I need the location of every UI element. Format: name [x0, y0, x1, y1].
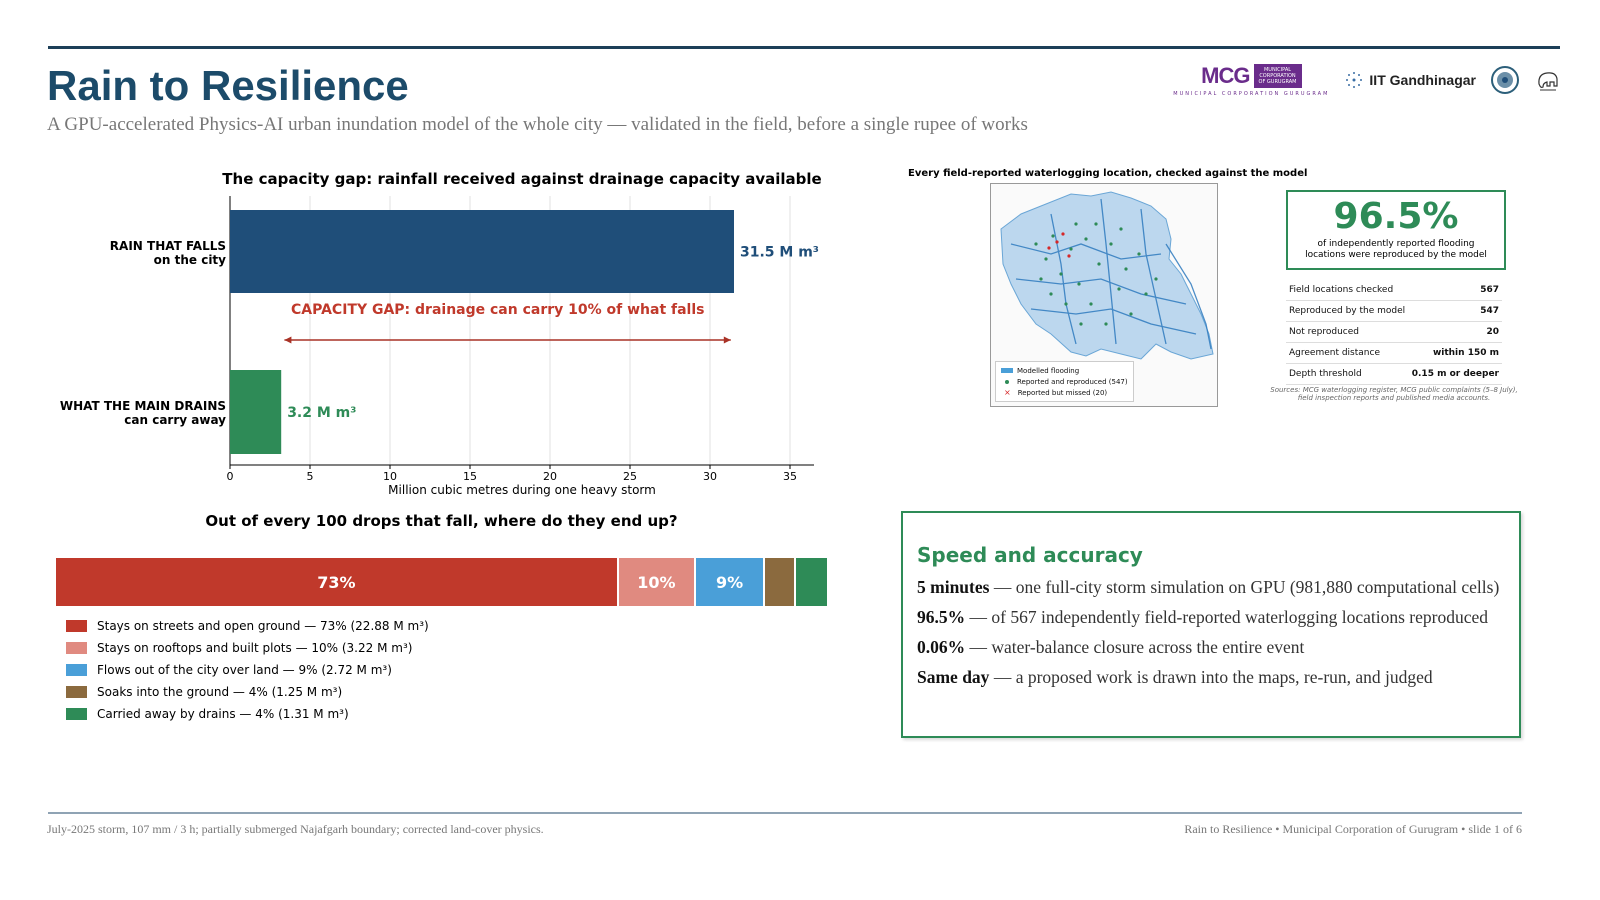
capacity-x-tick-label-6: 30: [703, 470, 717, 483]
validation-headline-box: 96.5% of independently reported flooding…: [1286, 190, 1506, 270]
speed-line-metric: 0.06%: [917, 637, 966, 657]
legend-label: Stays on rooftops and built plots — 10% …: [97, 641, 413, 655]
speed-line-1: 96.5% — of 567 independently field-repor…: [917, 607, 1505, 628]
drops-segment-1: 10%: [618, 558, 696, 606]
iit-logo-text: IIT Gandhinagar: [1369, 72, 1476, 88]
capacity-x-tick-label-3: 15: [463, 470, 477, 483]
capacity-x-tick-label-2: 10: [383, 470, 397, 483]
partner-logos: MCG MUNICIPAL CORPORATION OF GURUGRAM MU…: [1173, 60, 1562, 100]
speed-line-metric: 96.5%: [917, 607, 966, 627]
capacity-gap-annotation: CAPACITY GAP: drainage can carry 10% of …: [291, 302, 705, 318]
stat-row-3: Agreement distance within 150 m: [1286, 343, 1502, 364]
speed-line-text: — water-balance closure across the entir…: [965, 637, 1305, 657]
stat-value: 567: [1480, 285, 1499, 295]
map-title: Every field-reported waterlogging locati…: [908, 168, 1308, 179]
legend-label: Stays on streets and open ground — 73% (…: [97, 619, 429, 633]
capacity-x-tick-label-4: 20: [543, 470, 557, 483]
stat-value: 20: [1486, 327, 1499, 337]
speed-line-metric: Same day: [917, 667, 990, 687]
speed-accuracy-box: Speed and accuracy 5 minutes — one full-…: [901, 511, 1521, 738]
stat-row-4: Depth threshold 0.15 m or deeper: [1286, 364, 1502, 385]
drops-legend-item-1: Stays on rooftops and built plots — 10% …: [66, 637, 429, 659]
drops-stacked-bar: 73% 10% 9%: [56, 558, 827, 606]
stat-row-2: Not reproduced 20: [1286, 322, 1502, 343]
mcg-logo: MCG MUNICIPAL CORPORATION OF GURUGRAM MU…: [1173, 63, 1329, 97]
legend-swatch: [66, 664, 87, 676]
stat-label: Agreement distance: [1289, 348, 1380, 358]
drops-legend-item-2: Flows out of the city over land — 9% (2.…: [66, 659, 429, 681]
drops-chart-title: Out of every 100 drops that fall, where …: [205, 512, 678, 530]
validation-percentage: 96.5%: [1333, 196, 1459, 237]
capacity-bar-0: [230, 210, 734, 293]
stat-value: 547: [1480, 306, 1499, 316]
mcg-logo-sub: MUNICIPAL CORPORATION GURUGRAM: [1173, 91, 1330, 97]
speed-line-metric: 5 minutes: [917, 577, 990, 597]
capacity-x-axis-label: Million cubic metres during one heavy st…: [388, 483, 656, 497]
footer-note: July-2025 storm, 107 mm / 3 h; partially…: [47, 822, 544, 836]
validation-stats-table: Field locations checked 567 Reproduced by …: [1286, 280, 1502, 385]
capacity-x-tick-label-1: 5: [307, 470, 314, 483]
stat-value: 0.15 m or deeper: [1411, 369, 1499, 379]
stat-label: Reproduced by the model: [1289, 306, 1406, 316]
mcg-logo-box: MUNICIPAL CORPORATION OF GURUGRAM: [1253, 64, 1302, 88]
capacity-gap-arrowhead-left: [284, 336, 292, 344]
iit-emblem-icon: [1346, 72, 1363, 88]
top-rule: [48, 46, 1560, 49]
validation-caption: of independently reported flooding locati…: [1305, 239, 1487, 260]
speed-accuracy-list: 5 minutes — one full-city storm simulati…: [917, 577, 1505, 688]
speed-line-text: — of 567 independently field-reported wa…: [965, 607, 1489, 627]
speed-accuracy-title: Speed and accuracy: [917, 543, 1143, 567]
capacity-gap-chart: 0 5 10 15 20 25 30 35 31.5 M m³ 3.2 M m³: [227, 196, 819, 483]
drops-legend-item-3: Soaks into the ground — 4% (1.25 M m³): [66, 681, 429, 703]
city-flood-map-image: [1000, 191, 1214, 360]
drops-legend-item-0: Stays on streets and open ground — 73% (…: [66, 615, 429, 637]
map-legend: Modelled flooding Reported and reproduce…: [995, 361, 1134, 402]
page-subtitle: A GPU-accelerated Physics-AI urban inund…: [47, 114, 1028, 135]
stat-value: within 150 m: [1432, 348, 1499, 358]
speed-line-text: — one full-city storm simulation on GPU …: [989, 577, 1500, 597]
legend-swatch: [66, 620, 87, 632]
drops-segment-2: 9%: [695, 558, 766, 606]
legend-swatch: [66, 686, 87, 698]
legend-swatch: [66, 708, 87, 720]
stat-label: Not reproduced: [1289, 327, 1360, 337]
mcg-logo-text: MCG: [1201, 63, 1250, 88]
stat-row-0: Field locations checked 567: [1286, 280, 1502, 301]
legend-label: Carried away by drains — 4% (1.31 M m³): [97, 707, 349, 721]
drops-legend-item-4: Carried away by drains — 4% (1.31 M m³): [66, 703, 429, 725]
capacity-gap-arrowhead-right: [723, 336, 731, 344]
drops-legend: Stays on streets and open ground — 73% (…: [66, 615, 429, 725]
capacity-bar-1: [230, 370, 282, 454]
capacity-x-tick-label-0: 0: [227, 470, 234, 483]
stat-label: Depth threshold: [1289, 369, 1362, 379]
bottom-rule: [48, 812, 1522, 814]
speed-line-2: 0.06% — water-balance closure across the…: [917, 637, 1505, 658]
legend-label: Flows out of the city over land — 9% (2.…: [97, 663, 392, 677]
legend-label: Soaks into the ground — 4% (1.25 M m³): [97, 685, 343, 699]
capacity-category-label-1: WHAT THE MAIN DRAINS can carry away: [59, 399, 226, 427]
legend-swatch: [66, 642, 87, 654]
speed-line-3: Same day — a proposed work is drawn into…: [917, 667, 1505, 688]
drops-segment-0: 73%: [56, 558, 619, 606]
drops-segment-3: [765, 558, 797, 606]
flood-map: Modelled flooding Reported and reproduce…: [990, 183, 1218, 407]
validation-sources: Sources: MCG waterlogging register, MCG …: [1270, 386, 1518, 402]
capacity-bar-value-1: 3.2 M m³: [287, 405, 356, 421]
speed-line-0: 5 minutes — one full-city storm simulati…: [917, 577, 1505, 598]
elephant-logo-icon: [1538, 72, 1558, 91]
capacity-x-tick-label-5: 25: [623, 470, 637, 483]
speed-line-text: — a proposed work is drawn into the maps…: [989, 667, 1433, 687]
footer-slide-info: Rain to Resilience • Municipal Corporati…: [1184, 822, 1522, 836]
iit-logo: IIT Gandhinagar: [1343, 69, 1476, 91]
capacity-x-tick-label-7: 35: [783, 470, 797, 483]
drops-segment-4: [796, 558, 827, 606]
stat-row-1: Reproduced by the model 547: [1286, 301, 1502, 322]
stat-label: Field locations checked: [1289, 285, 1394, 295]
seal-icon: [1491, 66, 1519, 94]
page-title: Rain to Resilience: [47, 62, 409, 109]
capacity-bar-value-0: 31.5 M m³: [740, 245, 819, 261]
capacity-category-label-0: RAIN THAT FALLS on the city: [109, 239, 226, 267]
capacity-chart-title: The capacity gap: rainfall received agai…: [222, 170, 822, 188]
